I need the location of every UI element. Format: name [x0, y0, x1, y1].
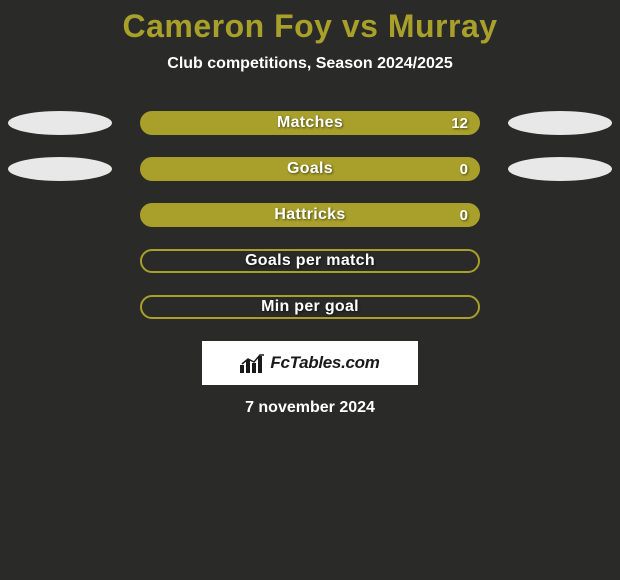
stat-row-matches: Matches 12: [0, 111, 620, 135]
left-ellipse: [8, 157, 112, 181]
stat-bar-hattricks: Hattricks 0: [140, 203, 480, 227]
stat-label: Goals: [287, 160, 333, 178]
subtitle: Club competitions, Season 2024/2025: [0, 55, 620, 73]
logo-inner: FcTables.com: [240, 353, 379, 373]
comparison-widget: Cameron Foy vs Murray Club competitions,…: [0, 0, 620, 417]
logo-box: FcTables.com: [202, 341, 418, 385]
stat-row-goals-per-match: Goals per match: [0, 249, 620, 273]
stat-bar-goals-per-match: Goals per match: [140, 249, 480, 273]
stat-label: Goals per match: [245, 252, 375, 270]
logo-text: FcTables.com: [270, 353, 379, 373]
stat-label: Min per goal: [261, 298, 359, 316]
stat-value: 12: [451, 115, 468, 132]
stat-value: 0: [460, 207, 468, 224]
stat-label: Hattricks: [274, 206, 345, 224]
page-title: Cameron Foy vs Murray: [0, 8, 620, 45]
date-text: 7 november 2024: [0, 399, 620, 417]
stat-label: Matches: [277, 114, 343, 132]
stat-bar-matches: Matches 12: [140, 111, 480, 135]
stat-row-hattricks: Hattricks 0: [0, 203, 620, 227]
stat-row-min-per-goal: Min per goal: [0, 295, 620, 319]
right-ellipse: [508, 157, 612, 181]
stat-value: 0: [460, 161, 468, 178]
stat-bar-goals: Goals 0: [140, 157, 480, 181]
stat-row-goals: Goals 0: [0, 157, 620, 181]
left-ellipse: [8, 111, 112, 135]
stat-bar-min-per-goal: Min per goal: [140, 295, 480, 319]
right-ellipse: [508, 111, 612, 135]
bars-icon: [240, 353, 266, 373]
